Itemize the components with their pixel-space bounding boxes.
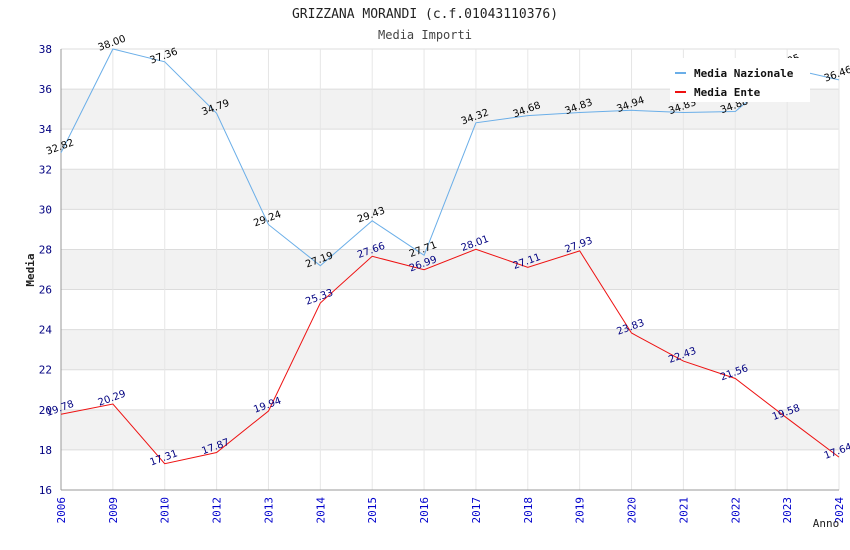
- x-tick-label: 2021: [677, 497, 690, 524]
- y-tick-label: 24: [39, 324, 53, 337]
- y-tick-label: 22: [39, 364, 52, 377]
- x-tick-label: 2023: [781, 497, 794, 524]
- series-lines: [60, 48, 840, 465]
- grid: [60, 48, 840, 491]
- x-tick-label: 2020: [626, 497, 639, 524]
- x-axis-title: Anno: [813, 517, 840, 530]
- x-tick-label: 2016: [418, 497, 431, 524]
- x-tick-label: 2015: [366, 497, 379, 524]
- grid-band: [61, 249, 839, 290]
- y-tick-label: 34: [39, 123, 53, 136]
- x-tick-label: 2019: [574, 497, 587, 524]
- x-tick-label: 2012: [211, 497, 224, 524]
- x-tick-label: 2024: [833, 497, 846, 524]
- y-tick-label: 16: [39, 484, 52, 497]
- x-tick-label: 2018: [522, 497, 535, 524]
- grid-band: [61, 289, 839, 330]
- y-tick-label: 30: [39, 203, 52, 216]
- legend-label: Media Ente: [694, 86, 761, 99]
- grid-band: [61, 409, 839, 450]
- chart-title: GRIZZANA MORANDI (c.f.01043110376): [292, 7, 558, 22]
- chart-subtitle: Media Importi: [378, 28, 472, 42]
- x-tick-label: 2010: [159, 497, 172, 524]
- y-tick-label: 26: [39, 284, 52, 297]
- x-tick-label: 2009: [107, 497, 120, 524]
- grid-band: [61, 209, 839, 250]
- x-tick-label: 2013: [262, 497, 275, 524]
- x-tick-label: 2014: [314, 497, 327, 524]
- y-tick-label: 28: [39, 243, 52, 256]
- grid-band: [61, 369, 839, 410]
- series-line: [60, 248, 840, 465]
- y-axis-title: Media: [24, 253, 37, 286]
- series-line: [60, 48, 840, 267]
- grid-band: [61, 129, 839, 170]
- y-tick-label: 32: [39, 163, 52, 176]
- x-tick-label: 2022: [729, 497, 742, 524]
- x-tick-label: 2017: [470, 497, 483, 524]
- legend-box: [670, 58, 810, 102]
- y-tick-label: 18: [39, 444, 52, 457]
- y-tick-label: 36: [39, 83, 52, 96]
- y-tick-label: 38: [39, 43, 52, 56]
- legend: Media Nazionale Media Ente: [670, 58, 810, 102]
- grid-band: [61, 449, 839, 490]
- x-tick-label: 2006: [55, 497, 68, 524]
- y-tick-label: 20: [39, 404, 52, 417]
- grid-band: [61, 329, 839, 370]
- legend-label: Media Nazionale: [694, 67, 794, 80]
